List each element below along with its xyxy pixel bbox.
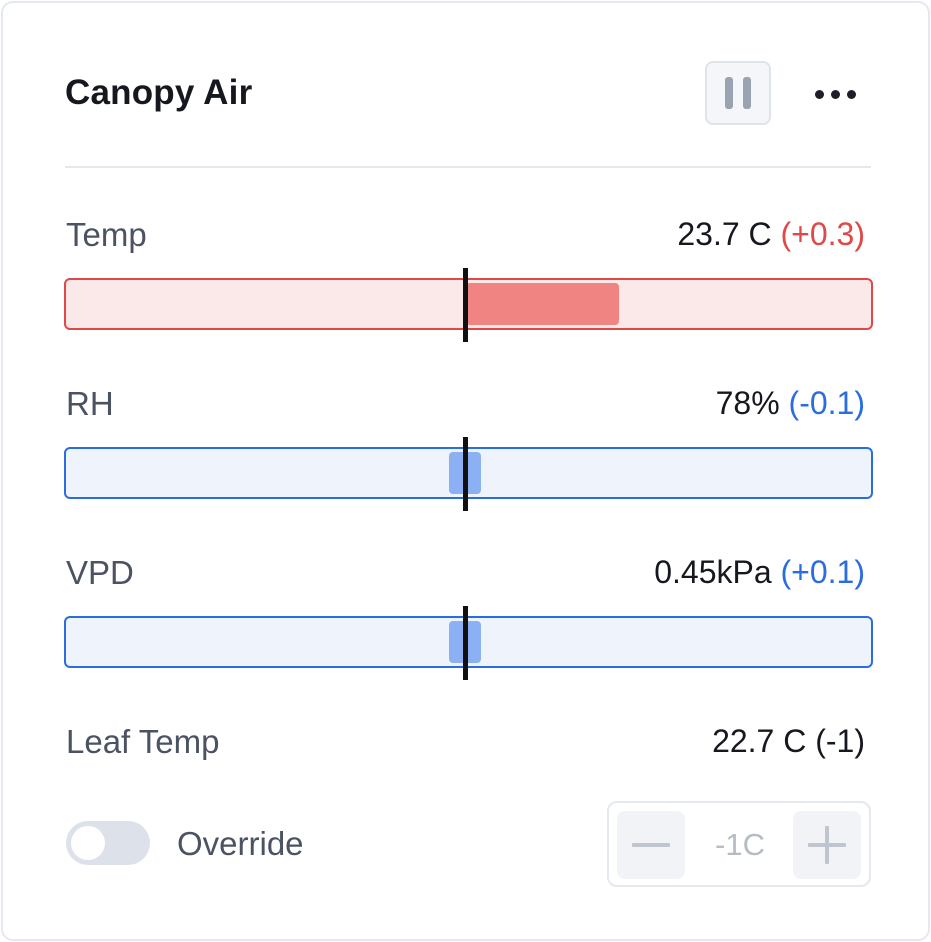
pause-icon [725,77,751,109]
vpd-value: 0.45kPa [654,554,772,590]
temp-value-group: 23.7 C (+0.3) [677,216,865,253]
rh-delta: (-0.1) [788,385,865,421]
temp-range-bar [64,278,873,330]
plus-icon [808,826,846,864]
rh-value: 78% [715,385,780,421]
vpd-value-group: 0.45kPa (+0.1) [654,554,865,591]
rh-range-bar [64,447,873,499]
leaf-temp-label: Leaf Temp [66,723,220,760]
decrement-button[interactable] [617,811,685,879]
temp-deviation-fill [466,283,619,325]
rh-label: RH [66,385,114,422]
stepper-value: -1C [715,827,765,862]
pause-button[interactable] [705,61,771,125]
temp-value: 23.7 C [677,216,772,252]
leaf-offset-stepper: -1C [607,801,871,887]
more-horizontal-icon [814,89,856,99]
leaf-temp-value: 22.7 C (-1) [712,723,865,759]
vpd-setpoint-marker [463,606,468,680]
temp-delta: (+0.3) [780,216,865,252]
header-divider [65,166,871,168]
vpd-delta: (+0.1) [780,554,865,590]
rh-setpoint-marker [463,437,468,511]
temp-label: Temp [66,216,147,253]
vpd-range-bar [64,616,873,668]
rh-value-group: 78% (-0.1) [716,385,865,422]
minus-icon [632,843,670,847]
override-label: Override [177,825,304,862]
override-toggle[interactable] [66,821,150,865]
toggle-knob [71,826,105,860]
temp-setpoint-marker [463,268,468,342]
more-options-button[interactable] [803,75,867,113]
card-title: Canopy Air [65,73,253,112]
increment-button[interactable] [793,811,861,879]
vpd-label: VPD [66,554,134,591]
